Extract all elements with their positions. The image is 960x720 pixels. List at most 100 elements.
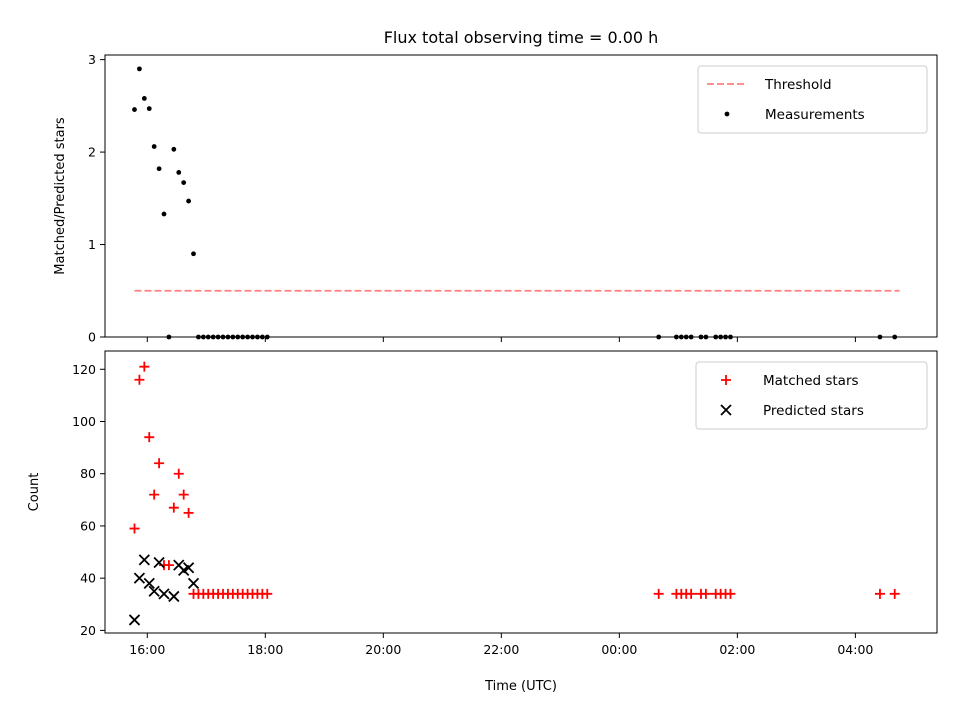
measurement-point <box>678 334 684 340</box>
top-y-axis-label: Matched/Predicted stars <box>53 117 68 275</box>
predicted-point <box>168 590 180 603</box>
bottom-y-tick-label: 120 <box>72 362 96 377</box>
x-tick-label: 22:00 <box>483 642 519 657</box>
top-legend: Threshold Measurements <box>697 65 928 134</box>
matched-point <box>163 560 174 571</box>
legend-predicted-label: Predicted stars <box>763 403 864 419</box>
matched-point <box>154 458 165 469</box>
matched-point <box>178 489 189 500</box>
measurement-point <box>713 334 719 340</box>
matched-point <box>874 588 885 599</box>
legend-box <box>695 361 928 430</box>
predicted-stars-series <box>128 554 200 626</box>
predicted-point <box>182 562 195 574</box>
predicted-point <box>128 614 141 626</box>
matched-point <box>183 507 194 518</box>
matched-point <box>149 489 160 500</box>
measurement-point <box>176 170 182 175</box>
measurement-point <box>688 334 694 340</box>
measurement-point <box>255 334 260 340</box>
bottom-legend: Matched stars Predicted stars <box>695 361 928 430</box>
measurement-point <box>171 146 177 152</box>
predicted-point <box>187 577 200 590</box>
measurement-point <box>723 334 728 340</box>
measurement-point <box>892 334 898 340</box>
legend-measurements-swatch <box>724 111 730 117</box>
matched-point <box>889 588 900 599</box>
matched-point <box>144 432 155 443</box>
measurement-point <box>210 334 216 340</box>
matched-point <box>653 588 664 599</box>
measurement-point <box>673 334 679 340</box>
matched-point <box>173 468 184 479</box>
matched-point <box>686 588 697 599</box>
x-tick-label: 02:00 <box>719 642 755 657</box>
measurement-point <box>245 334 251 340</box>
measurement-point <box>230 334 236 340</box>
measurement-point <box>225 334 231 340</box>
measurement-point <box>683 334 689 340</box>
measurement-point <box>235 334 241 340</box>
top-y-tick-label: 1 <box>88 237 96 252</box>
top-panel: 0 1 2 3 Matched/Predicted stars Threshold Meas… <box>53 52 938 345</box>
matched-point <box>134 374 145 385</box>
predicted-point <box>148 585 160 597</box>
measurement-point <box>220 334 226 340</box>
measurement-point <box>877 334 883 340</box>
x-tick-label: 04:00 <box>837 642 873 657</box>
x-axis-label: Time (UTC) <box>484 679 557 694</box>
bottom-y-tick-label: 40 <box>80 571 96 586</box>
measurement-point <box>215 334 221 340</box>
legend-predicted-swatch <box>720 404 732 416</box>
bottom-plot-frame <box>104 350 938 634</box>
legend-threshold-label: Threshold <box>764 77 832 93</box>
measurement-point <box>137 66 142 72</box>
bottom-y-axis-label: Count <box>27 473 42 512</box>
measurement-point <box>196 334 201 340</box>
chart-title: Flux total observing time = 0.00 h <box>384 28 659 47</box>
measurement-point <box>141 96 147 101</box>
matched-point <box>725 588 736 599</box>
top-y-tick-label: 0 <box>88 330 96 345</box>
top-y-tick-label: 2 <box>88 145 96 160</box>
x-tick-label: 20:00 <box>365 642 401 657</box>
predicted-point <box>153 556 165 569</box>
measurement-point <box>250 334 255 340</box>
measurement-point <box>698 334 704 340</box>
predicted-point <box>138 554 150 566</box>
legend-measurements-label: Measurements <box>765 107 865 123</box>
bottom-y-tick-label: 60 <box>80 518 96 533</box>
measurement-point <box>718 334 724 340</box>
measurement-point <box>191 251 196 257</box>
measurement-point <box>186 198 191 204</box>
measurement-point <box>205 334 211 340</box>
x-tick-label: 00:00 <box>601 642 637 657</box>
top-plot-frame <box>104 54 938 338</box>
matched-point <box>168 502 179 513</box>
measurement-point <box>146 106 152 112</box>
measurement-point <box>156 166 162 172</box>
measurements-series <box>132 66 898 340</box>
x-tick-label: 18:00 <box>247 642 283 657</box>
measurement-point <box>181 180 187 185</box>
predicted-point <box>158 588 170 600</box>
matched-stars-series <box>129 361 900 599</box>
measurement-point <box>703 334 709 340</box>
bottom-y-tick-label: 100 <box>72 414 96 429</box>
top-y-tick-label: 3 <box>88 52 96 67</box>
measurement-point <box>200 334 206 340</box>
matched-point <box>139 361 150 372</box>
measurement-point <box>656 334 662 340</box>
bottom-y-tick-label: 80 <box>80 466 96 481</box>
legend-matched-swatch <box>721 375 731 385</box>
legend-matched-label: Matched stars <box>763 373 859 389</box>
predicted-point <box>133 572 146 584</box>
x-tick-label: 16:00 <box>129 642 165 657</box>
measurement-point <box>728 334 733 340</box>
measurement-point <box>132 107 137 112</box>
measurement-point <box>166 334 172 340</box>
matched-point <box>700 588 711 599</box>
predicted-point <box>143 577 155 590</box>
measurement-point <box>240 334 246 340</box>
